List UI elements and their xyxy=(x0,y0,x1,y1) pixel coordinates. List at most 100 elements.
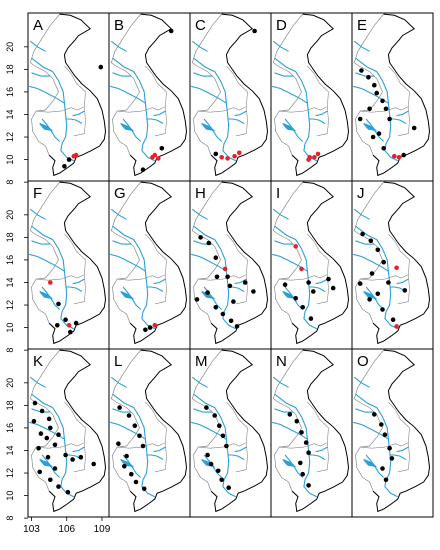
coastline xyxy=(372,13,431,177)
y-tick-label: 12 xyxy=(5,132,15,142)
observation-point-highlight xyxy=(150,155,155,160)
observation-point xyxy=(220,311,226,317)
map-panel-e: E xyxy=(351,12,434,182)
river xyxy=(191,253,227,272)
observation-point xyxy=(205,290,210,295)
river xyxy=(355,57,399,162)
river xyxy=(31,240,51,245)
country-border xyxy=(191,349,222,492)
y-tick-label: 12 xyxy=(5,468,15,478)
coastline xyxy=(291,181,350,345)
observation-point xyxy=(194,297,200,302)
observation-point-highlight xyxy=(222,266,228,272)
river xyxy=(191,376,208,388)
map-panel-o: O xyxy=(351,348,434,518)
observation-point-highlight xyxy=(225,156,230,161)
panel-frame xyxy=(351,180,434,350)
observation-point xyxy=(217,423,222,428)
y-tick-label: 8 xyxy=(5,516,15,521)
observation-point xyxy=(379,422,384,427)
observation-point-highlight xyxy=(219,155,224,160)
map-panel-c: C xyxy=(189,12,272,182)
observation-point xyxy=(225,274,230,280)
y-tick-label: 16 xyxy=(5,255,15,265)
river xyxy=(29,376,46,388)
country-border xyxy=(145,233,167,279)
observation-point xyxy=(91,461,96,467)
observation-point xyxy=(68,329,73,335)
observation-point xyxy=(48,477,53,483)
y-tick-label: 18 xyxy=(5,400,15,410)
observation-point xyxy=(299,430,304,435)
observation-point xyxy=(298,460,303,466)
map-panel-b: B xyxy=(108,12,191,182)
country-border xyxy=(353,13,384,156)
observation-point xyxy=(303,440,309,445)
observation-point xyxy=(357,116,363,122)
river xyxy=(112,408,132,413)
lake xyxy=(39,458,54,468)
panel-frame xyxy=(108,180,191,350)
river xyxy=(191,40,208,52)
observation-point xyxy=(383,477,389,483)
observation-point xyxy=(387,116,392,122)
country-border xyxy=(154,106,167,137)
observation-point xyxy=(208,461,214,467)
observation-point xyxy=(45,454,51,460)
panel-frame xyxy=(189,348,272,518)
country-border xyxy=(117,275,153,281)
country-border xyxy=(191,13,222,156)
observation-point xyxy=(300,471,305,477)
observation-point xyxy=(63,452,68,458)
country-border xyxy=(145,401,167,447)
river xyxy=(353,253,389,272)
observation-point xyxy=(294,418,300,424)
lake xyxy=(120,458,135,468)
observation-point xyxy=(206,240,212,246)
observation-point xyxy=(411,125,417,131)
observation-point xyxy=(234,324,240,329)
country-border xyxy=(73,442,86,473)
country-border xyxy=(307,65,329,111)
observation-point xyxy=(212,413,217,418)
coastline xyxy=(210,181,269,345)
country-border xyxy=(64,401,86,447)
river xyxy=(274,72,294,77)
observation-point xyxy=(360,231,365,237)
panel-label: I xyxy=(276,185,280,202)
coastline xyxy=(129,181,188,345)
y-tick-label: 16 xyxy=(5,87,15,97)
observation-point xyxy=(213,255,219,260)
river xyxy=(193,393,237,498)
observation-point xyxy=(219,477,224,483)
river xyxy=(353,208,370,220)
country-border xyxy=(388,65,410,111)
map-panel-d: D xyxy=(270,12,353,182)
country-border xyxy=(397,106,410,137)
river xyxy=(353,40,370,52)
river xyxy=(65,118,83,124)
river xyxy=(29,40,46,52)
panel-frame xyxy=(270,348,353,518)
x-tick-label: 109 xyxy=(94,524,111,535)
x-tick-label: 106 xyxy=(58,524,75,535)
observation-point xyxy=(48,425,53,431)
map-panel-n: N xyxy=(270,348,353,518)
observation-point-highlight xyxy=(152,323,158,328)
country-border xyxy=(73,106,86,137)
y-tick-label: 20 xyxy=(5,378,15,388)
river xyxy=(112,393,156,498)
river xyxy=(72,278,85,285)
observation-point-highlight xyxy=(71,153,77,159)
observation-point xyxy=(387,445,392,451)
country-border xyxy=(307,233,329,279)
observation-point xyxy=(168,28,174,34)
river xyxy=(274,57,318,162)
observation-point xyxy=(370,134,376,140)
lake xyxy=(363,122,378,132)
observation-point xyxy=(62,164,67,169)
observation-point xyxy=(116,441,121,446)
river xyxy=(234,110,247,117)
observation-point xyxy=(380,466,385,471)
